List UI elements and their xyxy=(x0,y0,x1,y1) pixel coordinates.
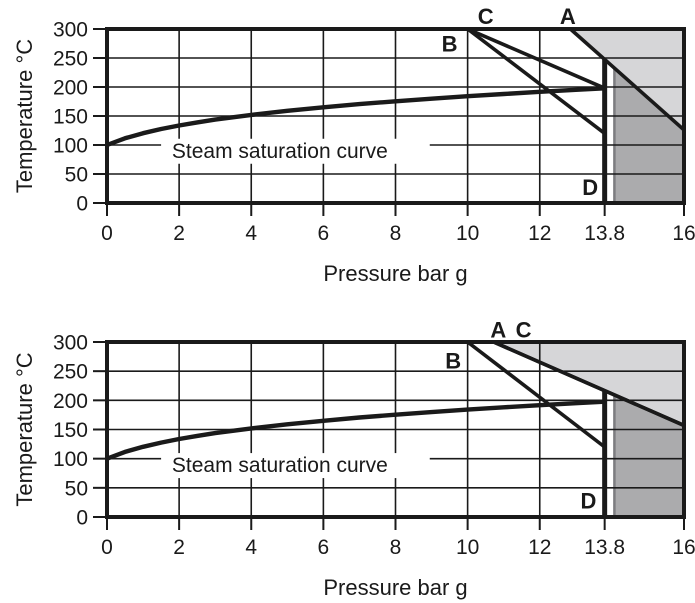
x-tick-label: 0 xyxy=(101,222,113,245)
process-line-B xyxy=(466,340,606,449)
steam-pressure-chart-bottom: Steam saturation curve A C B D 0 2 4 6 8 10 12 13.8 1… xyxy=(12,317,695,600)
x-tick-label: 16 xyxy=(672,222,695,245)
y-tick-label: 200 xyxy=(53,390,88,413)
y-tick-label: 100 xyxy=(53,135,88,158)
y-tick-label: 150 xyxy=(53,106,88,129)
y-tick-label: 200 xyxy=(53,77,88,100)
x-tick-label: 2 xyxy=(173,222,185,245)
x-axis-title: Pressure bar g xyxy=(323,575,467,600)
process-line-C xyxy=(466,27,606,90)
x-tick-label: 8 xyxy=(390,536,402,559)
x-tick-label: 6 xyxy=(318,536,330,559)
saturation-curve-label: Steam saturation curve xyxy=(172,140,388,163)
x-tick-label: 12 xyxy=(528,222,551,245)
x-tick-label: 6 xyxy=(318,222,330,245)
process-line-C xyxy=(492,340,685,428)
plot-border xyxy=(105,340,686,519)
steam-pressure-chart-top: Steam saturation curve A BC D 0 2 4 6 8 10 12 13.8 1… xyxy=(12,4,695,286)
x-tick-label: 10 xyxy=(456,536,479,559)
y-tick-label: 100 xyxy=(53,448,88,471)
line-label-C: C xyxy=(478,4,494,29)
saturation-curve-label: Steam saturation curve xyxy=(172,454,388,477)
x-tick-label: 10 xyxy=(456,222,479,245)
process-line-B xyxy=(466,27,606,135)
y-tick-label: 0 xyxy=(76,193,88,216)
region-dark-beyond-boiler-pressure xyxy=(614,395,684,517)
line-label-D: D xyxy=(582,175,598,200)
annotation-mask xyxy=(161,138,430,164)
saturation-curve xyxy=(106,86,605,148)
annotation-mask xyxy=(161,453,430,479)
plot-border xyxy=(105,27,686,205)
y-tick-label: 150 xyxy=(53,419,88,442)
line-label-A: A xyxy=(490,317,506,342)
y-tick-label: 50 xyxy=(65,477,88,500)
line-label-D: D xyxy=(580,488,596,513)
x-axis-title: Pressure bar g xyxy=(323,261,467,286)
y-tick-label: 300 xyxy=(53,332,88,355)
x-tick-label: 12 xyxy=(528,536,551,559)
line-label-B: B xyxy=(442,32,458,57)
x-tick-label: 13.8 xyxy=(584,536,625,559)
region-dark-beyond-boiler-pressure xyxy=(614,67,684,204)
x-tick-label: 13.8 xyxy=(584,222,625,245)
y-axis-title: Temperature °C xyxy=(12,39,37,193)
x-tick-label: 4 xyxy=(245,222,257,245)
y-tick-label: 50 xyxy=(65,164,88,187)
y-tick-label: 0 xyxy=(76,507,88,530)
process-line-A xyxy=(569,27,686,132)
y-tick-label: 300 xyxy=(53,19,88,42)
y-tick-label: 250 xyxy=(53,361,88,384)
x-tick-label: 0 xyxy=(101,536,113,559)
x-tick-label: 8 xyxy=(390,222,402,245)
x-tick-label: 4 xyxy=(245,536,257,559)
x-tick-label: 2 xyxy=(173,536,185,559)
line-label-B: B xyxy=(445,348,461,373)
line-label-A: A xyxy=(560,4,576,29)
y-tick-label: 250 xyxy=(53,48,88,71)
y-axis-title: Temperature °C xyxy=(12,352,37,506)
saturation-curve xyxy=(106,399,605,461)
line-label-C: C xyxy=(516,317,532,342)
x-tick-label: 16 xyxy=(672,536,695,559)
